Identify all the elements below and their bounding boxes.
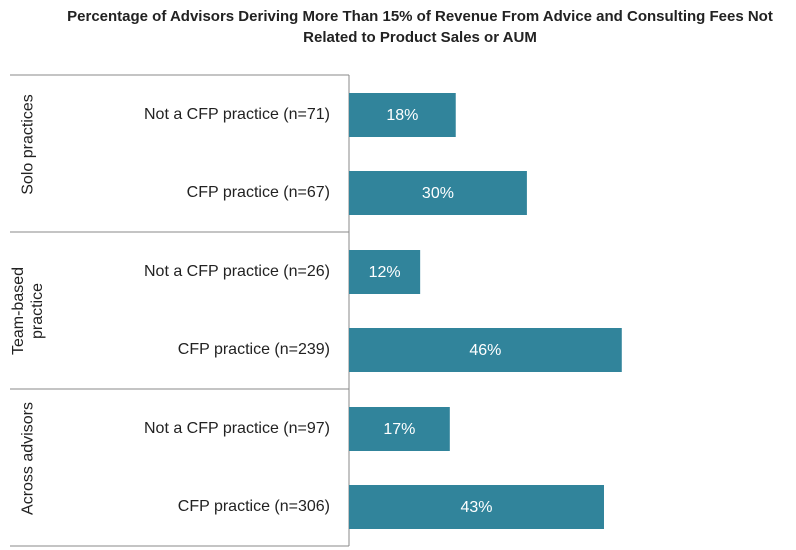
bar — [349, 485, 604, 529]
value-label: 12% — [369, 264, 401, 281]
value-label: 43% — [460, 499, 492, 516]
chart-title: Percentage of Advisors Deriving More Tha… — [67, 8, 773, 46]
value-label: 17% — [383, 421, 415, 438]
category-label: CFP practice (n=239) — [178, 341, 330, 358]
group-label: Team-based practice — [10, 266, 46, 355]
category-label: CFP practice (n=67) — [187, 184, 330, 201]
value-label: 30% — [422, 185, 454, 202]
bar — [349, 328, 622, 372]
value-label: 46% — [469, 342, 501, 359]
group-label: Across advisors — [19, 401, 37, 515]
bar — [349, 250, 421, 294]
bar — [349, 93, 456, 137]
category-label: Not a CFP practice (n=97) — [144, 420, 330, 437]
category-label: Not a CFP practice (n=71) — [144, 106, 330, 123]
category-label: CFP practice (n=306) — [178, 498, 330, 515]
value-label: 18% — [386, 107, 418, 124]
bar — [349, 407, 450, 451]
category-label: Not a CFP practice (n=26) — [144, 263, 330, 280]
group-label: Solo practices — [19, 93, 37, 195]
bar — [349, 171, 527, 215]
